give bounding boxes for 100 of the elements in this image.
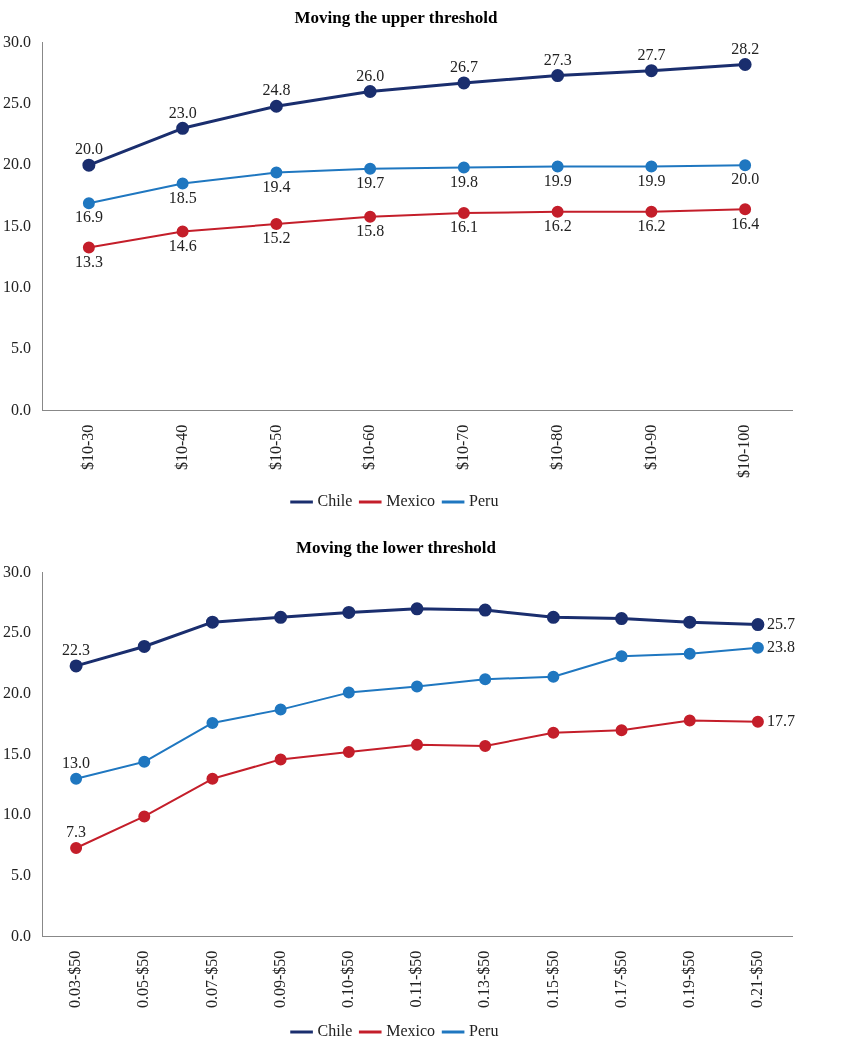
legend-label: Peru (469, 1022, 499, 1040)
y-tick-label: 30.0 (3, 32, 31, 50)
point (342, 746, 355, 759)
data-label: 26.0 (356, 66, 385, 84)
y-tick-label: 15.0 (3, 216, 31, 234)
data-label: 20.0 (74, 140, 103, 158)
point (410, 602, 424, 616)
point (82, 158, 96, 172)
point (457, 161, 470, 174)
point (364, 210, 377, 223)
y-tick-label: 10.0 (3, 805, 31, 823)
point (457, 76, 471, 90)
y-tick-label: 30.0 (3, 562, 31, 580)
data-label: 17.7 (766, 711, 795, 729)
point (205, 615, 219, 629)
x-tick-label: 0.13-$50 (475, 950, 493, 1008)
data-label: 7.3 (66, 823, 87, 841)
point (82, 197, 95, 210)
data-label: 19.9 (637, 171, 666, 189)
y-tick-label: 0.0 (11, 926, 31, 944)
point (683, 647, 696, 660)
point (138, 810, 151, 823)
x-tick-label: $10-40 (172, 424, 190, 470)
x-tick-label: 0.09-$50 (270, 950, 288, 1008)
x-tick-label: 0.10-$50 (339, 950, 357, 1008)
point (739, 203, 752, 216)
point (411, 680, 423, 693)
point (70, 772, 83, 785)
point (615, 650, 628, 663)
point (176, 177, 189, 190)
data-label: 16.2 (543, 217, 572, 235)
chart-title: Moving the upper threshold (294, 7, 499, 27)
point (270, 166, 283, 179)
point (551, 160, 564, 173)
point (478, 603, 492, 617)
point (274, 703, 287, 716)
data-label: 19.9 (543, 171, 572, 189)
x-tick-label: $10-60 (360, 424, 378, 470)
x-tick-label: 0.21-$50 (748, 950, 766, 1008)
point (82, 241, 95, 254)
data-label: 24.8 (262, 81, 291, 99)
point (206, 716, 219, 729)
y-tick-label: 15.0 (3, 744, 31, 762)
point (751, 618, 765, 632)
legend-label: Chile (317, 1022, 353, 1040)
point (269, 99, 283, 113)
data-label: 16.4 (731, 214, 760, 232)
point (683, 615, 697, 629)
x-tick-label: 0.03-$50 (66, 950, 84, 1008)
x-tick-label: $10-100 (735, 424, 753, 478)
point (551, 69, 565, 83)
y-tick-label: 20.0 (3, 155, 31, 173)
point (645, 205, 658, 218)
data-label: 22.3 (62, 641, 91, 659)
x-tick-label: 0.11-$50 (407, 950, 425, 1008)
point (547, 670, 560, 683)
point (138, 755, 151, 768)
x-tick-label: $10-50 (266, 424, 284, 470)
data-label: 25.7 (766, 614, 795, 632)
point (683, 714, 696, 727)
y-tick-label: 5.0 (11, 866, 31, 884)
legend-label: Peru (469, 492, 499, 510)
x-tick-label: 0.07-$50 (202, 950, 220, 1008)
data-label: 27.3 (543, 50, 572, 68)
point (363, 85, 377, 98)
legend-label: Mexico (386, 492, 436, 510)
point (546, 610, 560, 624)
point (270, 218, 283, 231)
data-label: 19.7 (356, 174, 385, 192)
point (342, 605, 356, 619)
point (176, 225, 189, 238)
data-label: 19.4 (262, 177, 291, 195)
data-label: 23.8 (766, 637, 795, 655)
x-tick-label: $10-30 (79, 424, 97, 470)
x-tick-label: $10-80 (547, 424, 565, 470)
point (206, 772, 219, 785)
point (644, 64, 658, 78)
point (547, 726, 560, 739)
data-label: 16.9 (74, 208, 103, 226)
y-tick-label: 5.0 (11, 339, 31, 357)
x-tick-label: 0.17-$50 (611, 950, 629, 1008)
x-tick-label: $10-90 (641, 424, 659, 470)
point (738, 58, 752, 71)
x-tick-label: 0.05-$50 (134, 950, 152, 1008)
point (479, 673, 492, 686)
point (70, 842, 83, 855)
point (645, 160, 658, 173)
point (615, 724, 628, 737)
data-label: 20.0 (731, 170, 760, 188)
data-label: 16.2 (637, 217, 666, 235)
point (411, 738, 423, 751)
point (739, 159, 752, 172)
legend-label: Chile (317, 492, 353, 510)
point (342, 686, 355, 699)
y-tick-label: 25.0 (3, 623, 31, 641)
data-label: 26.7 (449, 58, 478, 76)
point (457, 207, 470, 220)
data-label: 13.3 (74, 252, 103, 270)
y-tick-label: 25.0 (3, 93, 31, 111)
data-label: 13.0 (62, 754, 91, 772)
